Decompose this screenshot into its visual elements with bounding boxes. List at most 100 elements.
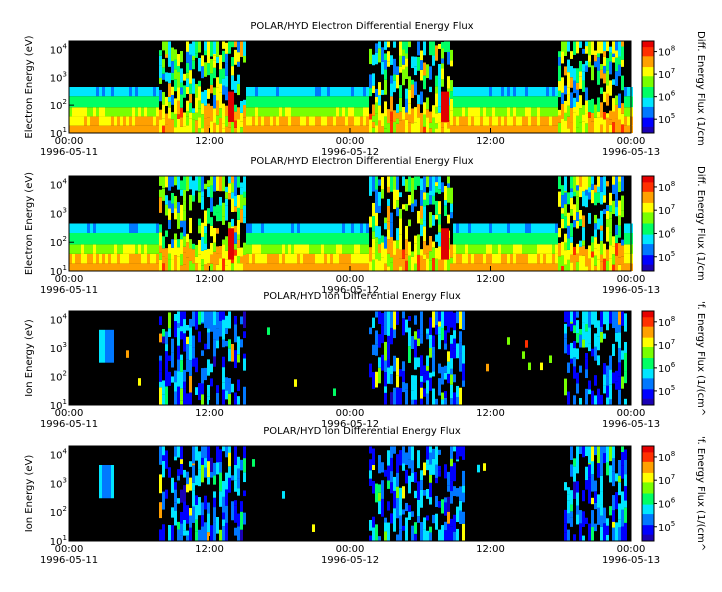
colorbar-cell xyxy=(642,83,654,86)
spectrogram-cell xyxy=(315,244,318,254)
spectrogram-cell xyxy=(423,490,426,496)
colorbar-cell xyxy=(642,499,654,502)
spectrogram-cell xyxy=(543,96,546,108)
spectrogram-cell xyxy=(105,223,108,233)
spectrogram-cell xyxy=(561,208,564,214)
spectrogram-cell xyxy=(345,223,348,233)
spectrogram-cell xyxy=(381,498,384,517)
spectrogram-cell xyxy=(591,446,594,462)
colorbar-cell xyxy=(642,458,654,461)
spectrogram-cell xyxy=(255,263,258,271)
spectrogram-cell xyxy=(453,116,456,126)
spectrogram-cell xyxy=(240,127,243,133)
spectrogram-cell xyxy=(618,332,621,348)
spectrogram-cell xyxy=(195,357,198,373)
spectrogram-cell xyxy=(396,311,399,325)
spectrogram-cell xyxy=(576,243,579,254)
spectrogram-cell xyxy=(267,96,270,108)
colorbar-tick-label: 107 xyxy=(658,473,675,487)
spectrogram-cell xyxy=(222,389,225,405)
spectrogram-cell xyxy=(183,126,186,133)
spectrogram-cell xyxy=(414,490,417,499)
spectrogram-cell xyxy=(324,96,327,108)
spectrogram-cell xyxy=(591,98,594,113)
spectrogram-cell xyxy=(186,100,189,112)
spectrogram-cell xyxy=(408,41,411,48)
spectrogram-cell xyxy=(492,233,495,245)
spectrogram-cell xyxy=(267,107,270,117)
spectrogram-cell xyxy=(444,205,447,217)
spectrogram-cell xyxy=(282,223,285,233)
colorbar-cell xyxy=(642,125,654,128)
spectrogram-cell xyxy=(621,446,624,453)
spectrogram-cell xyxy=(513,233,516,245)
spectrogram-cell xyxy=(528,362,531,371)
spectrogram-cell xyxy=(429,446,432,453)
spectrogram-cell xyxy=(453,87,456,97)
spectrogram-cell xyxy=(153,263,156,271)
spectrogram-cell xyxy=(507,87,510,97)
colorbar-cell xyxy=(642,383,654,386)
spectrogram-cell xyxy=(375,212,378,226)
spectrogram-cell xyxy=(204,249,207,265)
spectrogram-cell xyxy=(396,228,399,241)
spectrogram-cell xyxy=(378,492,381,502)
spectrogram-cell xyxy=(207,359,210,376)
spectrogram-cell xyxy=(195,112,198,121)
spectrogram-cell xyxy=(621,376,624,389)
spectrogram-cell xyxy=(87,233,90,245)
colorbar-cell xyxy=(642,471,654,474)
spectrogram-cell xyxy=(363,223,366,233)
spectrogram-cell xyxy=(603,46,606,57)
spectrogram-cell xyxy=(246,125,249,133)
spectrogram-cell xyxy=(384,53,387,60)
spectrogram-cell xyxy=(183,112,186,127)
spectrogram-cell xyxy=(435,180,438,187)
spectrogram-cell xyxy=(369,459,372,471)
colorbar-cell xyxy=(642,336,654,339)
spectrogram-cell xyxy=(234,232,237,244)
spectrogram-cell xyxy=(591,176,594,184)
spectrogram-cell xyxy=(612,521,615,528)
spectrogram-cell xyxy=(381,126,384,133)
spectrogram-cell xyxy=(432,195,435,205)
spectrogram-cell xyxy=(387,480,390,489)
spectrogram-cell xyxy=(375,250,378,260)
spectrogram-cell xyxy=(279,244,282,254)
spectrogram-cell xyxy=(252,96,255,108)
spectrogram-cell xyxy=(435,513,438,530)
spectrogram-cell xyxy=(354,107,357,117)
spectrogram-cell xyxy=(396,207,399,217)
x-date-label: 1996-05-12 xyxy=(321,285,379,296)
spectrogram-cell xyxy=(375,311,378,318)
spectrogram-cell xyxy=(348,223,351,233)
spectrogram-cell xyxy=(441,48,444,59)
spectrogram-cell xyxy=(303,253,306,264)
spectrogram-cell xyxy=(186,242,189,258)
spectrogram-cell xyxy=(534,253,537,264)
spectrogram-cell xyxy=(405,112,408,120)
spectrogram-cell xyxy=(450,80,453,92)
spectrogram-cell xyxy=(558,122,561,133)
spectrogram-cell xyxy=(297,244,300,254)
spectrogram-cell xyxy=(342,125,345,133)
spectrogram-cell xyxy=(252,107,255,117)
spectrogram-cell xyxy=(561,213,564,219)
spectrogram-cell xyxy=(222,311,225,320)
spectrogram-cell xyxy=(210,105,213,122)
spectrogram-cell xyxy=(414,263,417,271)
spectrogram-cell xyxy=(309,125,312,133)
spectrogram-cell xyxy=(396,486,399,499)
spectrogram-cell xyxy=(144,116,147,126)
spectrogram-cell xyxy=(165,248,168,259)
spectrogram-cell xyxy=(606,85,609,94)
spectrogram-cell xyxy=(396,259,399,271)
spectrogram-cell xyxy=(141,116,144,126)
spectrogram-cell xyxy=(606,260,609,271)
spectrogram-cell xyxy=(276,125,279,133)
spectrogram-cell xyxy=(186,125,189,133)
spectrogram-cell xyxy=(378,48,381,63)
spectrogram-cell xyxy=(114,87,117,97)
spectrogram-cell xyxy=(420,112,423,121)
spectrogram-cell xyxy=(369,247,372,262)
